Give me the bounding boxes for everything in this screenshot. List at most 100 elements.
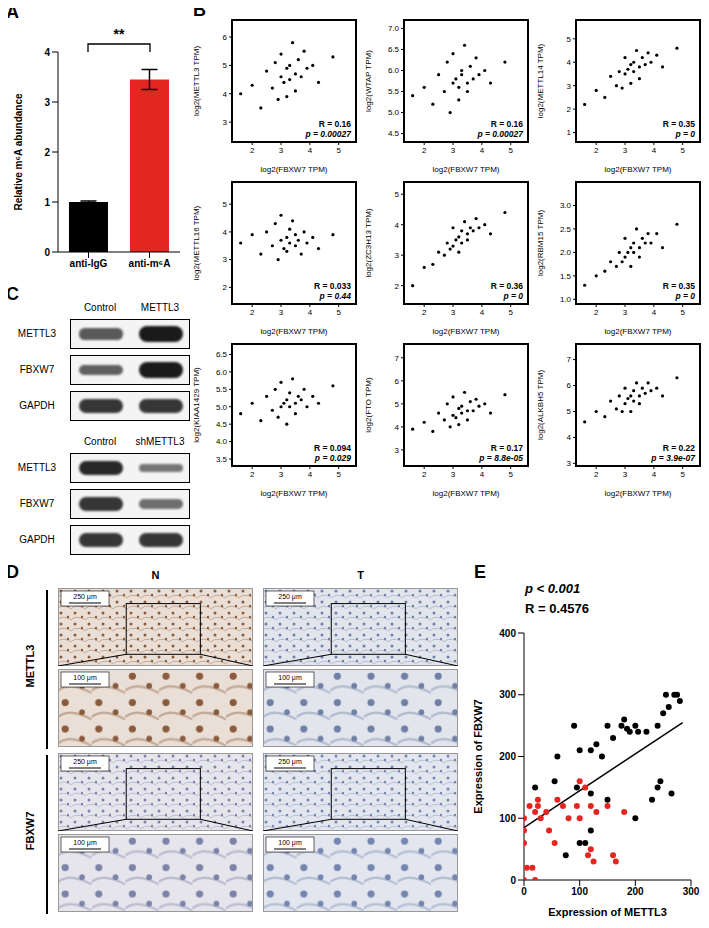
svg-text:1.5: 1.5	[560, 272, 572, 281]
svg-text:250 μm: 250 μm	[278, 593, 302, 601]
svg-text:log2(FBXW7 TPM): log2(FBXW7 TPM)	[605, 165, 672, 174]
svg-text:log2(ALKBH5 TPM): log2(ALKBH5 TPM)	[536, 370, 545, 440]
svg-text:5: 5	[336, 146, 341, 155]
svg-text:5: 5	[395, 400, 400, 409]
svg-text:4: 4	[223, 228, 228, 237]
svg-text:log2(FBXW7 TPM): log2(FBXW7 TPM)	[605, 327, 672, 336]
svg-text:4: 4	[395, 221, 400, 230]
svg-text:3: 3	[623, 308, 628, 317]
svg-text:3: 3	[567, 82, 572, 91]
svg-text:2: 2	[395, 282, 400, 291]
svg-text:200: 200	[627, 886, 644, 897]
svg-text:Relative m⁶A abundance: Relative m⁶A abundance	[13, 93, 24, 210]
svg-text:250 μm: 250 μm	[73, 758, 97, 766]
svg-text:log2(WTAP TPM): log2(WTAP TPM)	[364, 50, 373, 112]
svg-text:4: 4	[652, 146, 657, 155]
svg-text:6.5: 6.5	[388, 45, 400, 54]
svg-text:1: 1	[44, 197, 50, 208]
svg-text:4: 4	[480, 308, 485, 317]
svg-text:5: 5	[336, 308, 341, 317]
svg-text:5: 5	[508, 308, 513, 317]
svg-text:5.0: 5.0	[388, 108, 400, 117]
svg-text:400: 400	[499, 628, 516, 639]
svg-text:4: 4	[308, 308, 313, 317]
svg-text:4: 4	[308, 146, 313, 155]
svg-text:250 μm: 250 μm	[73, 593, 97, 601]
svg-text:3: 3	[567, 459, 572, 468]
svg-text:3: 3	[223, 118, 228, 127]
svg-text:anti-m⁶A: anti-m⁶A	[129, 258, 171, 269]
svg-text:3: 3	[395, 251, 400, 260]
svg-text:5.5: 5.5	[216, 385, 228, 394]
svg-text:5.5: 5.5	[388, 87, 400, 96]
svg-text:4: 4	[395, 423, 400, 432]
svg-text:log2(FTO TPM): log2(FTO TPM)	[364, 377, 373, 433]
svg-text:log2(FBXW7 TPM): log2(FBXW7 TPM)	[605, 489, 672, 498]
svg-text:3: 3	[395, 446, 400, 455]
svg-text:2: 2	[44, 147, 50, 158]
svg-text:6.5: 6.5	[216, 350, 228, 359]
svg-text:100: 100	[499, 813, 516, 824]
svg-text:3: 3	[451, 470, 456, 479]
svg-text:100 μm: 100 μm	[278, 674, 302, 682]
svg-text:5: 5	[567, 35, 572, 44]
svg-text:2: 2	[250, 146, 255, 155]
svg-text:2: 2	[422, 308, 427, 317]
svg-text:4.5: 4.5	[388, 129, 400, 138]
svg-text:5: 5	[223, 200, 228, 209]
svg-text:3: 3	[279, 470, 284, 479]
svg-text:200: 200	[499, 751, 516, 762]
svg-text:4.5: 4.5	[216, 420, 228, 429]
svg-text:6.0: 6.0	[216, 368, 228, 377]
svg-text:5: 5	[223, 61, 228, 70]
svg-text:2: 2	[250, 470, 255, 479]
svg-text:6: 6	[223, 33, 228, 42]
svg-text:300: 300	[683, 886, 700, 897]
svg-text:2: 2	[567, 105, 572, 114]
svg-text:2: 2	[422, 146, 427, 155]
svg-text:3: 3	[279, 308, 284, 317]
svg-text:6: 6	[567, 381, 572, 390]
svg-text:3: 3	[451, 146, 456, 155]
svg-text:4: 4	[652, 470, 657, 479]
svg-text:log2(FBXW7 TPM): log2(FBXW7 TPM)	[433, 489, 500, 498]
svg-text:log2(FBXW7 TPM): log2(FBXW7 TPM)	[433, 327, 500, 336]
svg-text:5: 5	[680, 470, 685, 479]
svg-text:7: 7	[395, 354, 400, 363]
svg-text:2: 2	[422, 470, 427, 479]
svg-text:100 μm: 100 μm	[278, 839, 302, 847]
svg-text:log2(RBM15 TPM): log2(RBM15 TPM)	[536, 210, 545, 276]
svg-text:log2(FBXW7 TPM): log2(FBXW7 TPM)	[261, 165, 328, 174]
svg-text:4.0: 4.0	[216, 437, 228, 446]
svg-text:100: 100	[571, 886, 588, 897]
svg-text:4: 4	[223, 90, 228, 99]
svg-text:5.0: 5.0	[216, 403, 228, 412]
svg-text:3: 3	[623, 470, 628, 479]
svg-text:4: 4	[44, 47, 50, 58]
svg-text:log2(FBXW7 TPM): log2(FBXW7 TPM)	[433, 165, 500, 174]
svg-text:log2(FBXW7 TPM): log2(FBXW7 TPM)	[261, 489, 328, 498]
svg-text:3: 3	[223, 255, 228, 264]
svg-text:6: 6	[395, 377, 400, 386]
svg-text:2: 2	[594, 308, 599, 317]
svg-text:3: 3	[279, 146, 284, 155]
svg-text:1.0: 1.0	[560, 295, 572, 304]
svg-text:7.0: 7.0	[388, 24, 400, 33]
svg-text:5: 5	[680, 308, 685, 317]
svg-text:100 μm: 100 μm	[73, 674, 97, 682]
svg-text:4: 4	[652, 308, 657, 317]
svg-text:5: 5	[567, 407, 572, 416]
svg-text:5: 5	[680, 146, 685, 155]
svg-text:0: 0	[44, 247, 50, 258]
svg-text:300: 300	[499, 689, 516, 700]
svg-text:4: 4	[567, 433, 572, 442]
svg-text:2: 2	[250, 308, 255, 317]
svg-text:4: 4	[480, 470, 485, 479]
svg-text:7: 7	[567, 355, 572, 364]
svg-text:2: 2	[223, 283, 228, 292]
svg-text:3.0: 3.0	[560, 201, 572, 210]
svg-text:100 μm: 100 μm	[73, 839, 97, 847]
svg-text:2: 2	[594, 146, 599, 155]
svg-text:anti-IgG: anti-IgG	[70, 258, 108, 269]
svg-text:log2(KIAA1429 TPM): log2(KIAA1429 TPM)	[192, 367, 201, 443]
